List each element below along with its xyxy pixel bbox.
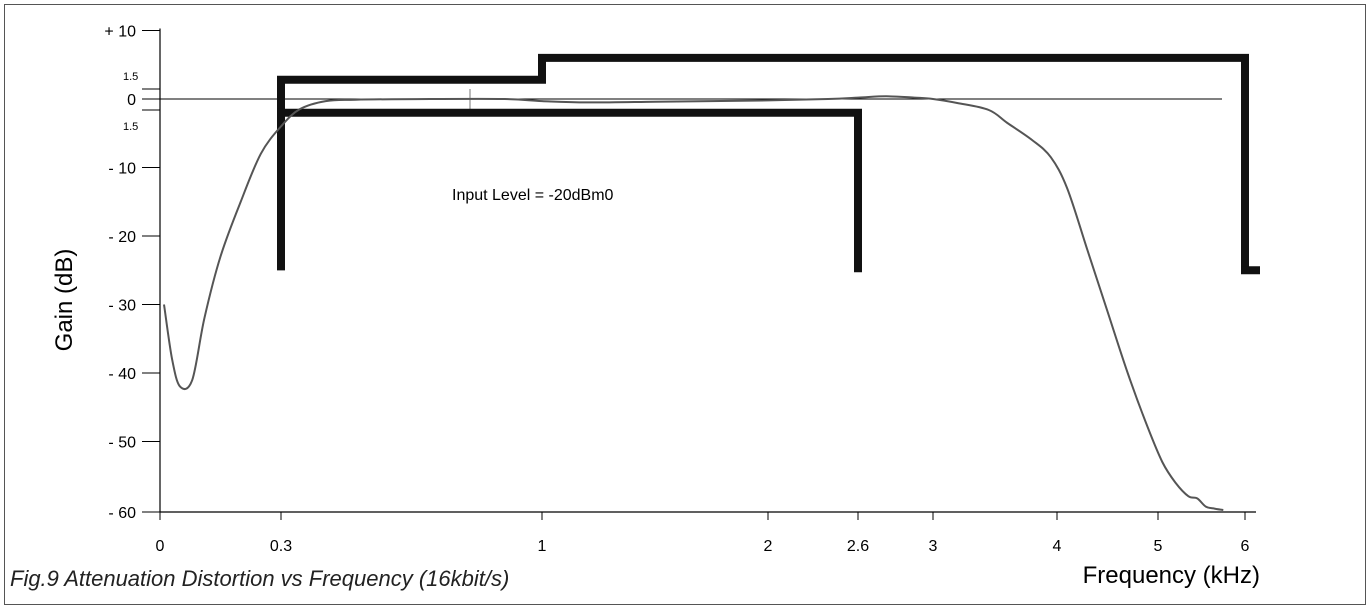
x-axis-title: Frequency (kHz) [1083,562,1260,589]
y-tick-label: 1.5 [123,71,138,83]
annotation: Input Level = -20dBm0 [452,187,614,204]
y-tick-label: 0 [127,92,136,109]
y-tick-label: - 40 [108,366,136,383]
y-tick-label: - 50 [108,435,136,452]
x-tick-label: 6 [1241,538,1250,555]
x-tick-label: 0.3 [270,538,292,555]
y-tick-label: - 10 [108,161,136,178]
x-tick-label: 5 [1154,538,1163,555]
chart-frame [4,4,1366,605]
upper-mask-line [277,53,1249,271]
x-tick-label: 2 [764,538,773,555]
y-tick-label: 1.5 [123,121,138,133]
x-tick-label: 0 [156,538,165,555]
figure-caption: Fig.9 Attenuation Distortion vs Frequenc… [10,566,510,591]
y-tick-label: - 60 [108,505,136,522]
x-tick-label: 1 [538,538,547,555]
y-tick-label: - 30 [108,298,136,315]
y-tick-label: - 20 [108,229,136,246]
x-tick-label: 3 [929,538,938,555]
response-curve [163,95,1224,511]
x-tick-label: 4 [1053,538,1062,555]
lower-mask-line [277,108,862,273]
x-tick-label: 2.6 [847,538,869,555]
y-tick-label: + 10 [104,24,136,41]
y-axis-title: Gain (dB) [51,249,78,352]
